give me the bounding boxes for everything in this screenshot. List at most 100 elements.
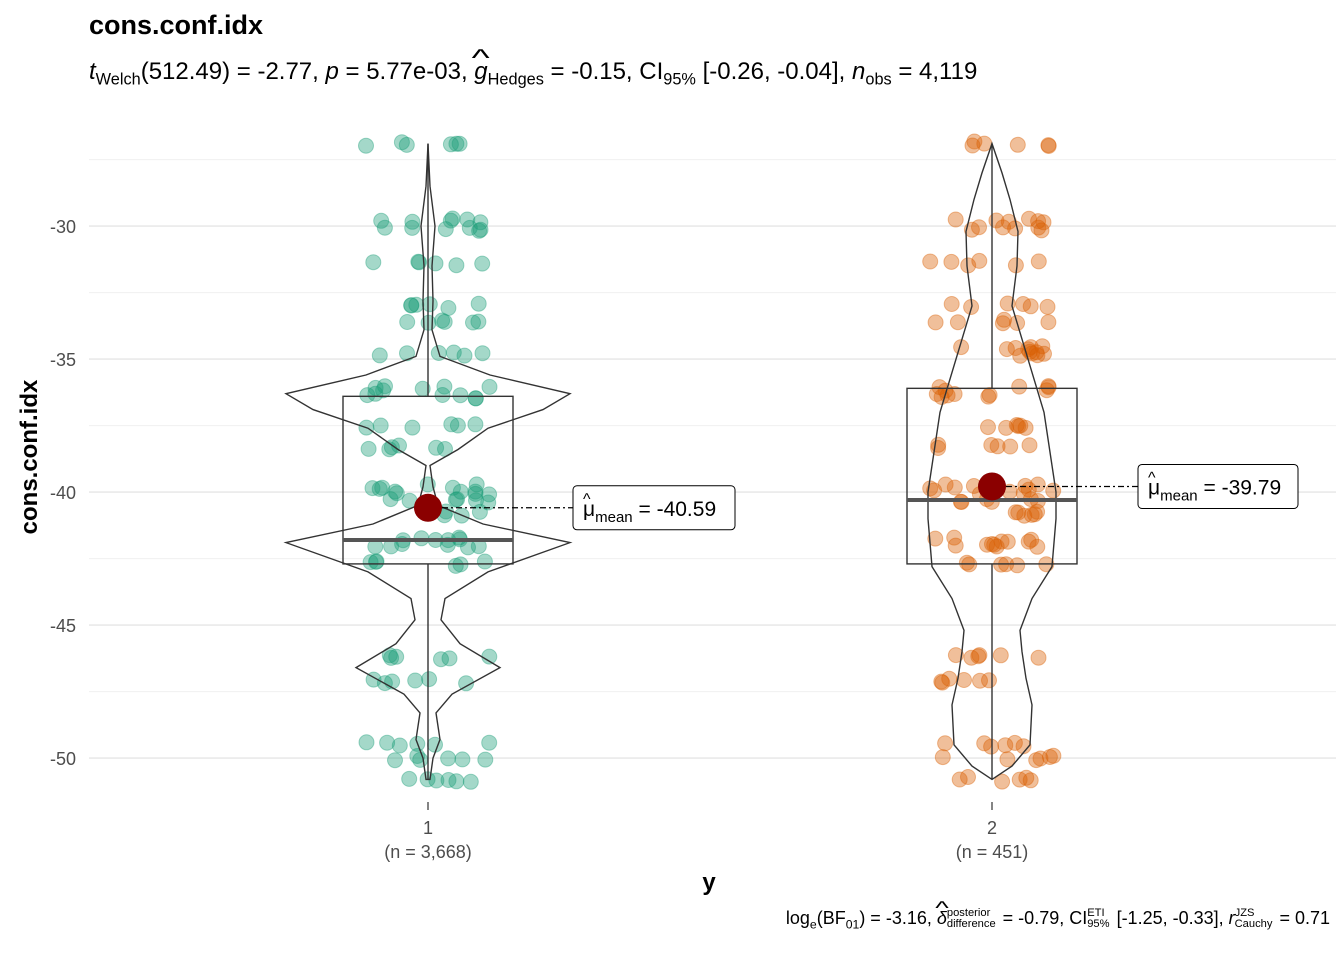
data-point	[999, 751, 1016, 768]
data-point	[947, 211, 964, 228]
mean-label: μmean = -40.59	[583, 498, 716, 526]
y-tick-label: -30	[50, 217, 76, 237]
data-point	[1028, 344, 1045, 361]
data-point	[373, 212, 390, 229]
data-point	[476, 553, 493, 570]
mean-point	[978, 472, 1006, 501]
data-point	[1022, 772, 1039, 789]
data-point	[481, 734, 498, 751]
data-point	[391, 737, 408, 754]
data-point	[1029, 503, 1046, 520]
data-point	[481, 486, 498, 503]
data-point	[993, 533, 1010, 550]
data-point	[930, 436, 947, 453]
data-point	[998, 341, 1015, 358]
data-point	[946, 479, 963, 496]
data-point	[1045, 747, 1062, 764]
data-point	[451, 135, 468, 152]
data-point	[947, 537, 964, 554]
data-point	[1009, 136, 1026, 153]
data-point	[1006, 734, 1023, 751]
data-point	[1011, 771, 1028, 788]
data-point	[360, 440, 377, 457]
n-label: n	[852, 58, 866, 85]
p-label: p	[325, 58, 339, 85]
data-point	[377, 378, 393, 395]
data-point	[960, 769, 976, 785]
data-point	[1040, 137, 1057, 154]
data-point	[1035, 214, 1052, 231]
x-tick-n-label: (n = 451)	[956, 842, 1029, 862]
data-point	[404, 419, 421, 436]
data-point	[434, 312, 451, 329]
data-point	[999, 533, 1016, 550]
data-point	[458, 675, 475, 692]
data-point	[980, 419, 996, 436]
data-point	[383, 439, 400, 456]
n-sub: obs	[865, 70, 892, 89]
data-point	[359, 387, 376, 404]
data-point	[1022, 339, 1039, 356]
data-point	[963, 221, 980, 238]
data-point	[1017, 419, 1034, 436]
data-point	[979, 536, 995, 553]
data-point	[441, 650, 458, 667]
box-1	[342, 395, 514, 565]
r-label: r	[1228, 908, 1235, 928]
y-axis-title: cons.conf.idx	[16, 379, 43, 534]
data-point	[1018, 769, 1035, 786]
data-point	[470, 295, 487, 312]
data-point	[480, 494, 497, 511]
data-point	[1030, 649, 1047, 666]
data-point	[927, 530, 944, 547]
data-point	[926, 482, 943, 499]
data-point	[1029, 476, 1046, 493]
data-point	[1022, 298, 1039, 315]
data-point	[971, 219, 987, 236]
data-point	[404, 213, 421, 230]
mean-hat: ^	[1148, 469, 1156, 486]
data-point	[986, 536, 1003, 553]
data-point	[1030, 219, 1047, 236]
data-point	[387, 483, 404, 500]
data-point	[367, 379, 384, 396]
data-point	[440, 750, 457, 767]
bayes-caption: loge(BF01) = -3.16, δposteriordifference…	[786, 907, 1330, 931]
data-point	[368, 553, 385, 570]
data-point	[1029, 538, 1046, 555]
data-point	[421, 671, 438, 688]
data-point	[398, 136, 415, 153]
data-point	[383, 649, 400, 666]
data-point	[399, 314, 416, 330]
ci-sup: ETI	[1087, 907, 1105, 920]
data-point	[1002, 438, 1019, 455]
violin-2	[927, 141, 1057, 781]
data-point	[1021, 210, 1037, 227]
data-point	[465, 314, 481, 331]
data-point	[1009, 557, 1026, 574]
data-point	[372, 417, 389, 434]
data-point	[421, 296, 438, 313]
data-point	[440, 772, 457, 788]
data-point	[1036, 345, 1052, 362]
g-label: g	[474, 58, 487, 86]
data-point	[943, 296, 960, 312]
data-point	[407, 672, 424, 689]
data-point	[951, 771, 968, 788]
data-point	[1010, 504, 1027, 521]
data-point	[474, 255, 491, 272]
t-sub: Welch	[95, 70, 141, 89]
y-tick-label: -45	[50, 616, 76, 636]
data-point	[1038, 382, 1055, 399]
data-point	[368, 553, 384, 570]
data-point	[449, 491, 466, 508]
data-point	[462, 773, 479, 790]
data-point	[442, 212, 459, 229]
data-point	[983, 437, 1000, 453]
r-value: = 0.71	[1274, 908, 1330, 928]
data-point	[949, 314, 966, 331]
data-point	[1008, 417, 1025, 433]
data-point	[984, 536, 1000, 552]
data-point	[981, 387, 998, 403]
ci-value: [-0.26, -0.04],	[695, 58, 853, 85]
